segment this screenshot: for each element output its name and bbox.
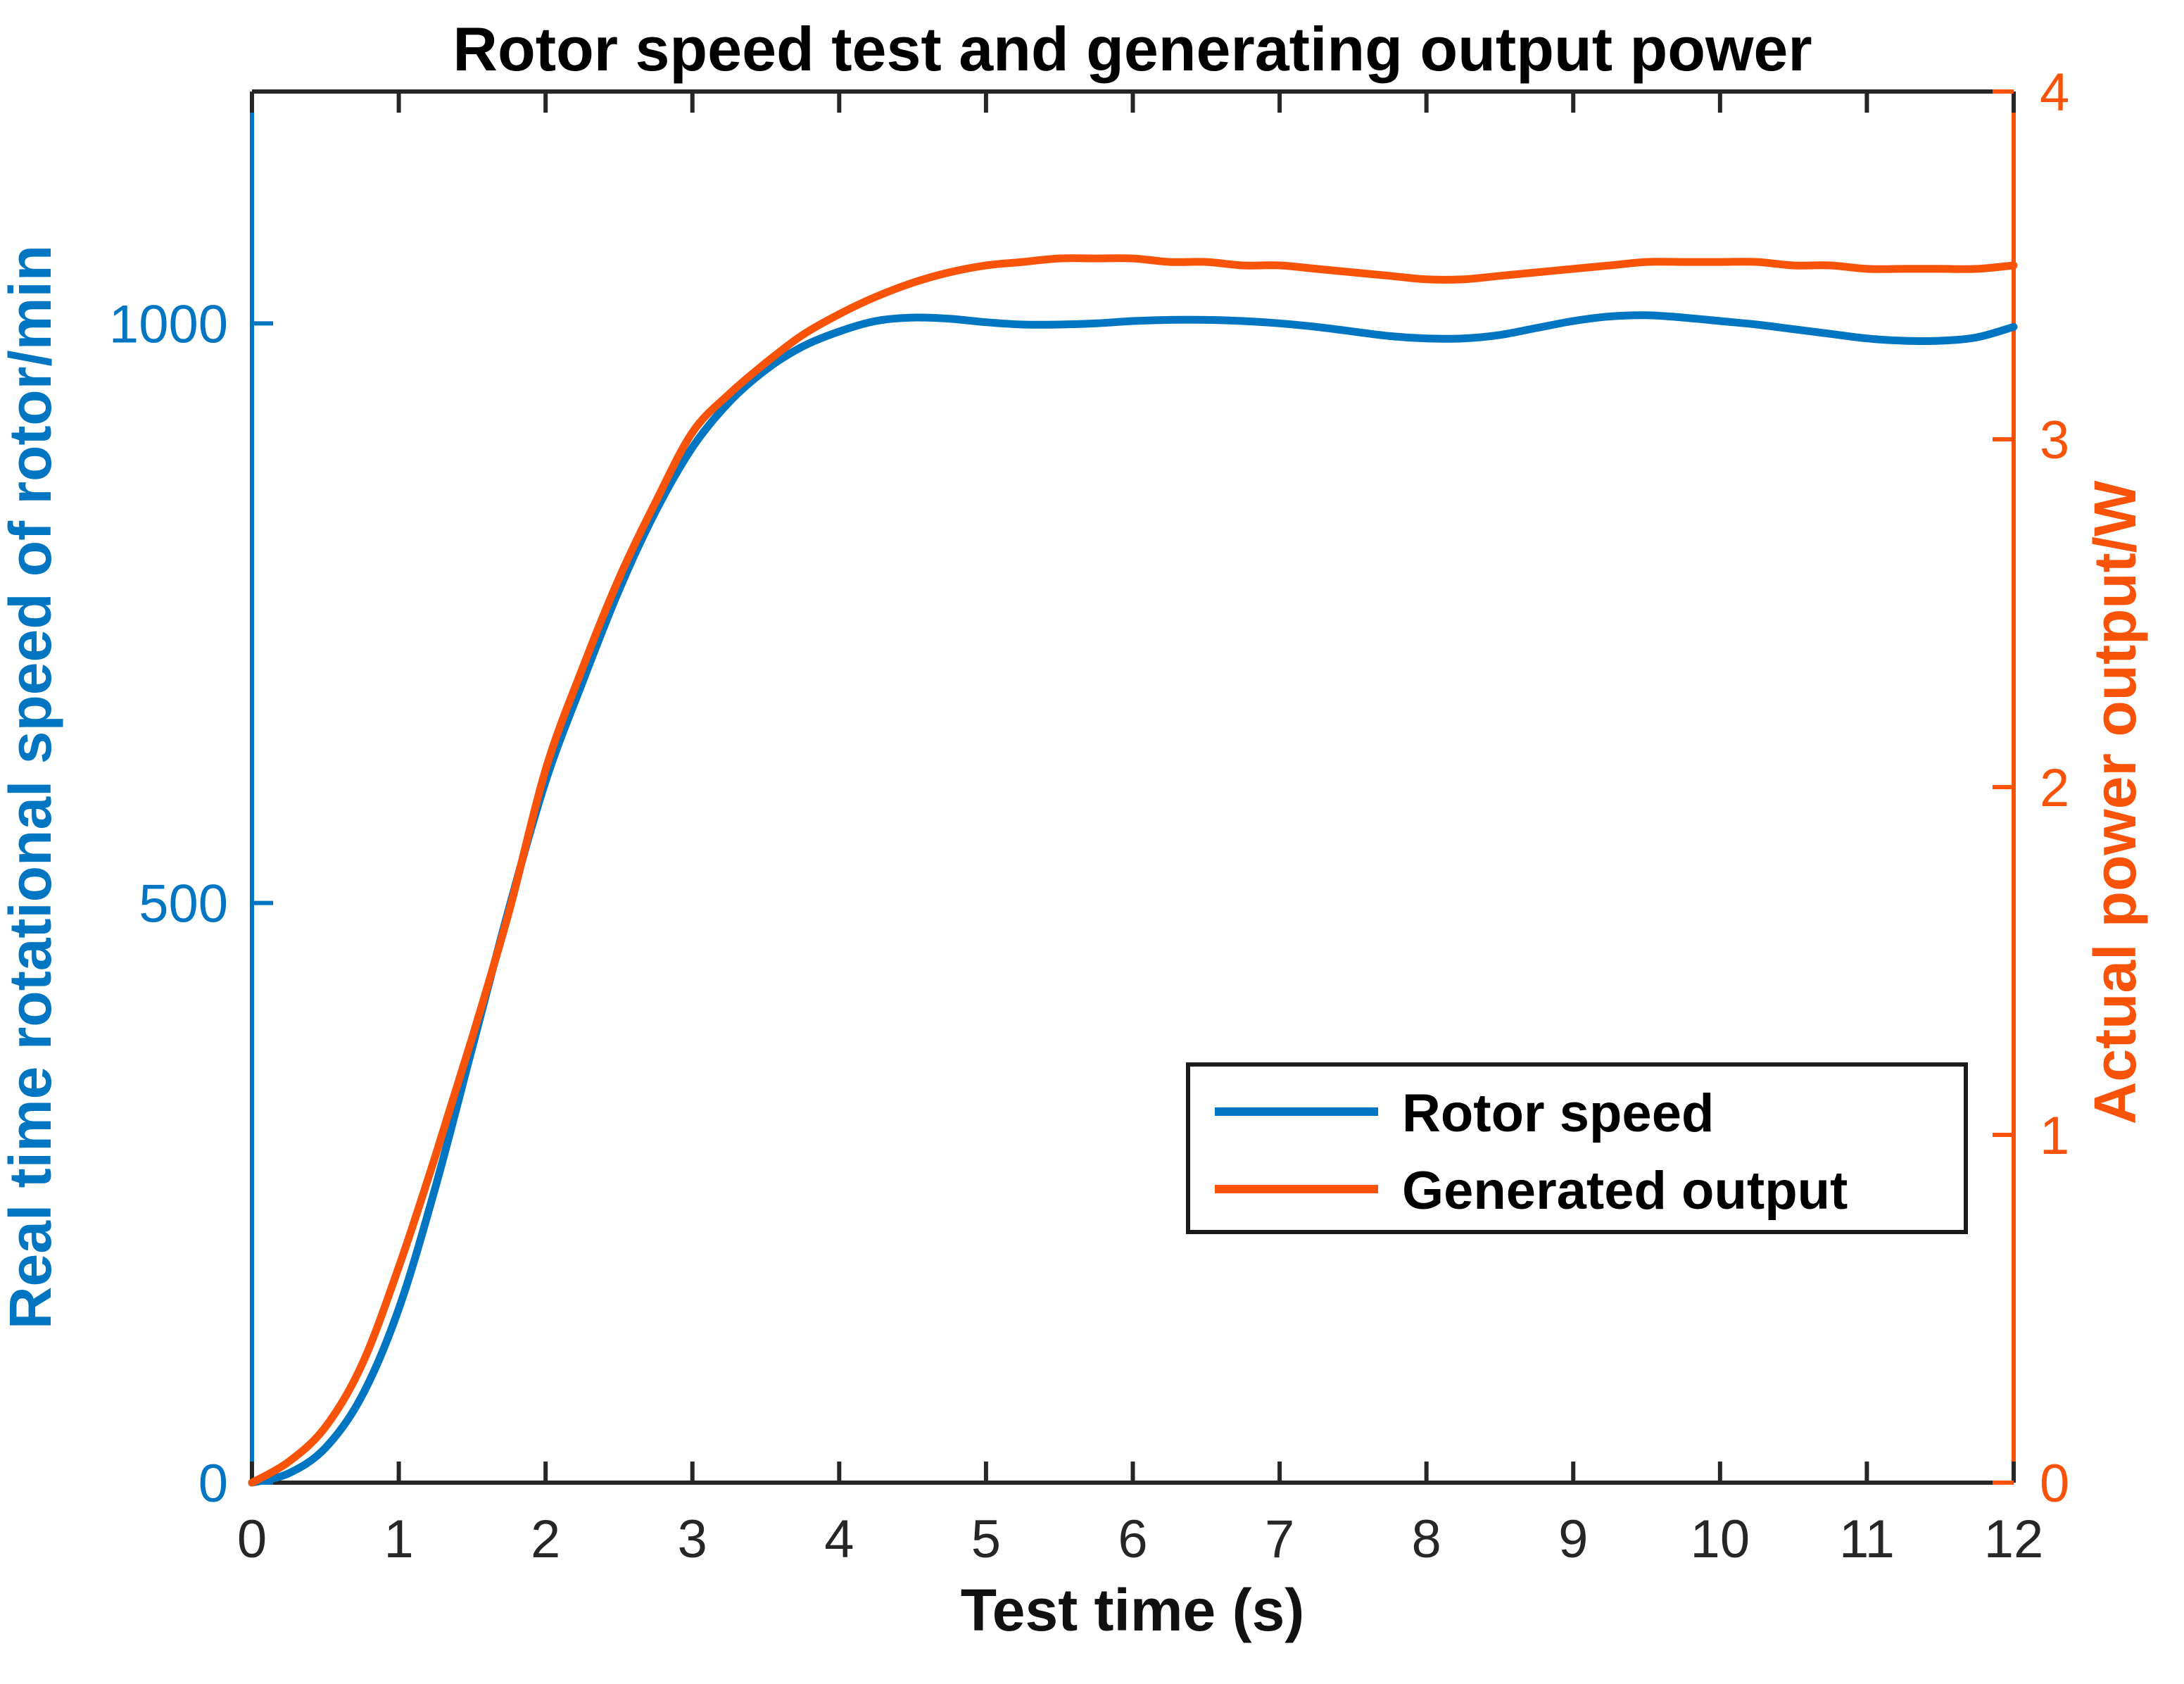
- x-tick-label: 8: [1412, 1509, 1441, 1569]
- left-y-tick-label: 500: [139, 874, 228, 934]
- x-tick-label: 9: [1558, 1509, 1588, 1569]
- x-tick-label: 5: [971, 1509, 1001, 1569]
- x-tick-label: 10: [1691, 1509, 1750, 1569]
- left-y-tick-label: 0: [198, 1454, 228, 1514]
- legend-label-rotor-speed: Rotor speed: [1402, 1083, 1714, 1143]
- left-y-axis-label: Real time rotational speed of rotor/min: [0, 245, 63, 1329]
- x-tick-label: 11: [1839, 1509, 1895, 1569]
- chart-title: Rotor speed test and generating output p…: [453, 14, 1812, 84]
- x-axis-ticks: 0 1 2 3 4 5 6 7 8 9 10 11 12: [237, 92, 2043, 1569]
- legend: Rotor speed Generated output: [1186, 1062, 1968, 1234]
- right-y-axis-ticks: 0 1 2 3 4: [1993, 63, 2069, 1514]
- right-y-tick-label: 3: [2040, 410, 2069, 470]
- x-tick-label: 7: [1265, 1509, 1294, 1569]
- right-y-tick-label: 4: [2040, 63, 2069, 122]
- plot-frame: [250, 89, 2016, 1485]
- legend-box: [1186, 1062, 1968, 1234]
- x-tick-label: 6: [1118, 1509, 1147, 1569]
- right-y-tick-label: 1: [2040, 1106, 2069, 1166]
- legend-label-generated-output: Generated output: [1402, 1161, 1848, 1221]
- x-tick-label: 3: [678, 1509, 707, 1569]
- x-tick-label: 2: [531, 1509, 560, 1569]
- right-y-axis-label: Actual power output/W: [2082, 480, 2148, 1124]
- right-y-tick-label: 2: [2040, 758, 2069, 818]
- x-axis-label: Test time (s): [961, 1577, 1305, 1643]
- series-curve-generated-output: [248, 254, 2018, 1487]
- x-tick-label: 0: [237, 1509, 267, 1569]
- data-series-curves: [248, 254, 2018, 1487]
- x-tick-label: 1: [384, 1509, 413, 1569]
- left-y-tick-label: 1000: [109, 294, 228, 354]
- x-tick-label: 12: [1984, 1509, 2044, 1569]
- left-y-axis-ticks: 0 500 1000: [109, 294, 273, 1514]
- right-y-tick-label: 0: [2040, 1454, 2069, 1514]
- x-tick-label: 4: [824, 1509, 854, 1569]
